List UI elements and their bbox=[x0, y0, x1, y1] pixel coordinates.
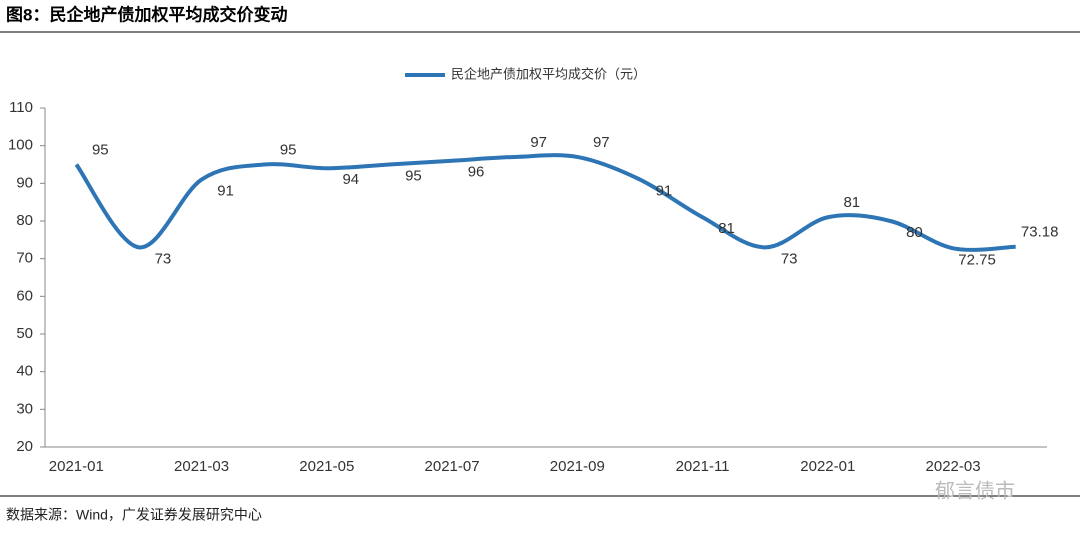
y-tick-label: 30 bbox=[16, 400, 33, 417]
x-tick-label: 2021-03 bbox=[174, 458, 229, 475]
data-label: 72.75 bbox=[958, 251, 996, 268]
data-label: 91 bbox=[656, 183, 673, 200]
data-label: 94 bbox=[342, 171, 359, 188]
data-label: 97 bbox=[593, 134, 610, 151]
data-label: 81 bbox=[843, 194, 860, 211]
data-label: 95 bbox=[405, 167, 422, 184]
data-label: 97 bbox=[530, 134, 547, 151]
watermark: 郁言债市 bbox=[935, 479, 1015, 502]
y-tick-label: 90 bbox=[16, 174, 33, 191]
line-series bbox=[74, 153, 1016, 252]
data-label: 80 bbox=[906, 224, 923, 241]
chart-title: 图8：民企地产债加权平均成交价变动 bbox=[6, 4, 287, 24]
x-tick-label: 2021-09 bbox=[550, 458, 605, 475]
y-tick-label: 40 bbox=[16, 363, 33, 380]
data-label: 91 bbox=[217, 183, 234, 200]
y-tick-label: 110 bbox=[9, 99, 33, 116]
y-tick-label: 80 bbox=[16, 212, 33, 229]
data-label: 73.18 bbox=[1021, 224, 1059, 241]
data-label: 73 bbox=[155, 250, 172, 267]
source: 数据来源：Wind，广发证券发展研究中心 bbox=[6, 507, 262, 523]
x-tick-label: 2021-07 bbox=[425, 458, 480, 475]
x-tick-label: 2021-01 bbox=[49, 458, 104, 475]
y-tick-label: 100 bbox=[8, 137, 33, 154]
x-tick-label: 2021-11 bbox=[676, 458, 730, 475]
x-tick-label: 2022-03 bbox=[926, 458, 981, 475]
x-tick-label: 2021-05 bbox=[299, 458, 354, 475]
data-label: 95 bbox=[280, 141, 297, 158]
data-label: 73 bbox=[781, 250, 798, 267]
data-label: 96 bbox=[468, 164, 485, 181]
legend-label: 民企地产债加权平均成交价（元） bbox=[451, 66, 646, 81]
data-label: 95 bbox=[92, 141, 109, 158]
y-tick-label: 70 bbox=[16, 250, 33, 267]
y-tick-label: 20 bbox=[16, 438, 33, 455]
y-tick-label: 60 bbox=[16, 287, 33, 304]
x-tick-label: 2022-01 bbox=[800, 458, 855, 475]
data-label: 81 bbox=[718, 220, 735, 237]
y-tick-label: 50 bbox=[16, 325, 33, 342]
